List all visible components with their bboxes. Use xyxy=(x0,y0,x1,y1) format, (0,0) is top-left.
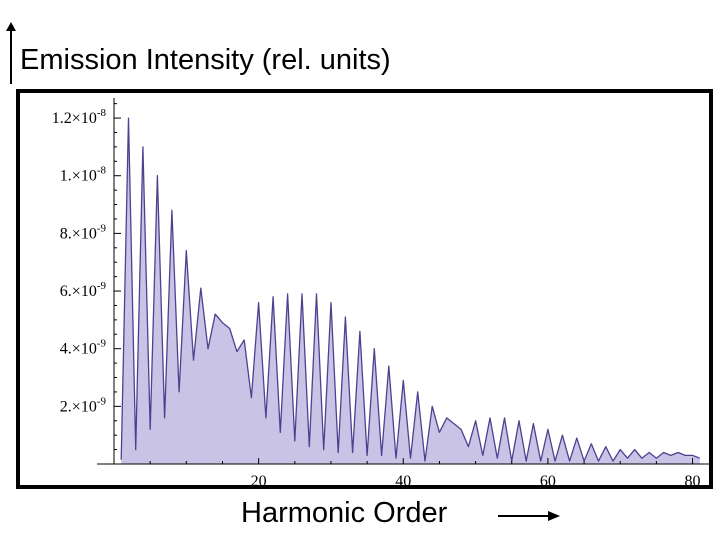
x-tick-label: 20 xyxy=(251,473,267,490)
y-tick-label: 1.×10-8 xyxy=(60,165,107,185)
y-axis-label: Emission Intensity (rel. units) xyxy=(20,44,391,76)
y-tick-label: 6.×10-9 xyxy=(60,280,107,300)
y-axis-arrow-icon xyxy=(6,22,16,84)
series-area-fill xyxy=(121,118,700,464)
x-axis-label: Harmonic Order xyxy=(241,497,448,529)
plot-frame xyxy=(16,89,713,489)
y-tick-label: 2.×10-9 xyxy=(60,395,107,415)
series-line xyxy=(120,117,701,462)
x-axis-arrow-icon xyxy=(498,511,560,521)
y-tick-label: 1.2×10-8 xyxy=(52,107,107,127)
x-tick-label: 80 xyxy=(685,473,701,490)
x-tick-label: 40 xyxy=(395,473,411,490)
x-tick-label: 60 xyxy=(540,473,556,490)
y-tick-label: 8.×10-9 xyxy=(60,222,107,242)
y-tick-label: 4.×10-9 xyxy=(60,338,107,358)
